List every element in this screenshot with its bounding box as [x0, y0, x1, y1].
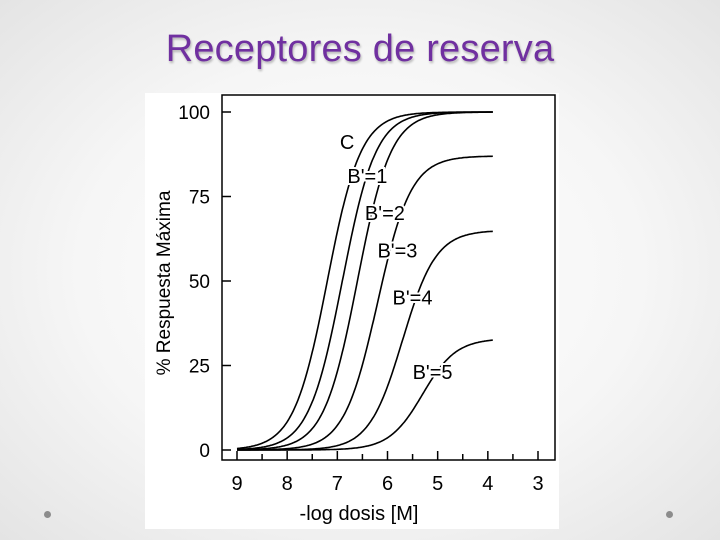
chart-panel: 0 25 50 75 100 9 8 7 6 5 4 3 C B'=1 B'=2 B'=3 B'=4 B'=5 … [145, 93, 559, 529]
y-axis-label: % Respuesta Máxima [154, 190, 175, 375]
x-tick-label: 3 [532, 473, 543, 495]
series-label-1: C [340, 132, 354, 154]
series-line-2 [236, 111, 493, 451]
slide-title: Receptores de reserva [165, 28, 555, 70]
x-tick-label: 5 [432, 473, 443, 495]
x-tick-label: 4 [482, 473, 493, 495]
nav-dot-left [44, 511, 51, 518]
series-label-6: B'=5 [413, 362, 453, 384]
series-line-3 [237, 111, 493, 451]
series-line-5 [237, 230, 493, 451]
plot-frame [221, 94, 556, 461]
series-label-5: B'=4 [393, 288, 433, 310]
series-label-3: B'=2 [365, 203, 405, 225]
series-labels: C B'=1 B'=2 B'=3 B'=4 B'=5 [338, 130, 455, 386]
x-tick-label: 9 [231, 473, 242, 495]
y-tick-label: 100 [178, 103, 210, 124]
series-line-6 [237, 339, 493, 451]
y-tick-label: 0 [199, 441, 210, 462]
x-tick-label: 8 [282, 473, 293, 495]
y-tick-label: 75 [189, 188, 210, 209]
series-line-1 [236, 111, 493, 450]
x-tick-label: 6 [382, 473, 393, 495]
y-tick-label: 25 [189, 357, 210, 378]
series-label-2: B'=1 [347, 166, 387, 188]
axes: 0 25 50 75 100 9 8 7 6 5 4 3 [178, 94, 556, 495]
y-tick-label: 50 [189, 272, 210, 293]
series-label-4: B'=3 [377, 240, 417, 262]
series-line-4 [237, 155, 493, 451]
x-axis-label: -log dosis [M] [300, 503, 419, 525]
x-tick-label: 7 [332, 473, 343, 495]
nav-dot-right [666, 511, 673, 518]
series-lines [236, 111, 493, 451]
